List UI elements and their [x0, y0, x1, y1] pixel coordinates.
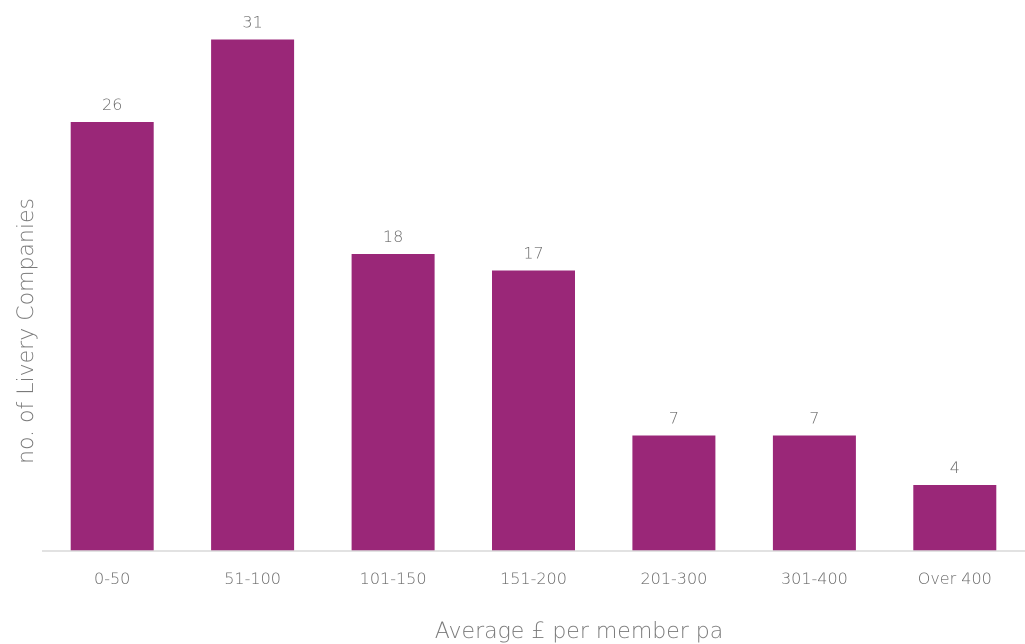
x-tick-label: Over 400 [918, 569, 992, 588]
data-label: 18 [383, 227, 403, 246]
x-axis-title: Average £ per member pa [435, 619, 723, 644]
data-label: 4 [950, 458, 960, 477]
data-label: 17 [523, 244, 543, 263]
data-label: 26 [102, 95, 122, 114]
x-tick-label: 0-50 [94, 569, 130, 588]
bar-51-100 [211, 39, 295, 551]
y-axis-title: no. of Livery Companies [14, 198, 39, 464]
bar-over-400 [913, 485, 997, 551]
bars-group [70, 39, 997, 551]
x-tick-label: 51-100 [224, 569, 281, 588]
x-tick-label: 151-200 [500, 569, 567, 588]
x-tick-labels-group: 0-50 51-100 101-150 151-200 201-300 301-400 Ov… [94, 569, 992, 588]
x-tick-label: 101-150 [360, 569, 427, 588]
x-tick-label: 201-300 [640, 569, 707, 588]
bar-101-150 [351, 254, 435, 551]
bar-301-400 [772, 435, 856, 551]
data-label: 7 [669, 409, 679, 428]
data-labels-group: 26 31 18 17 7 7 4 [102, 13, 960, 478]
data-label: 7 [809, 409, 819, 428]
bar-151-200 [492, 270, 575, 551]
bar-0-50 [70, 122, 154, 551]
x-tick-label: 301-400 [781, 569, 848, 588]
data-label: 31 [242, 13, 262, 32]
bar-201-300 [632, 435, 716, 551]
